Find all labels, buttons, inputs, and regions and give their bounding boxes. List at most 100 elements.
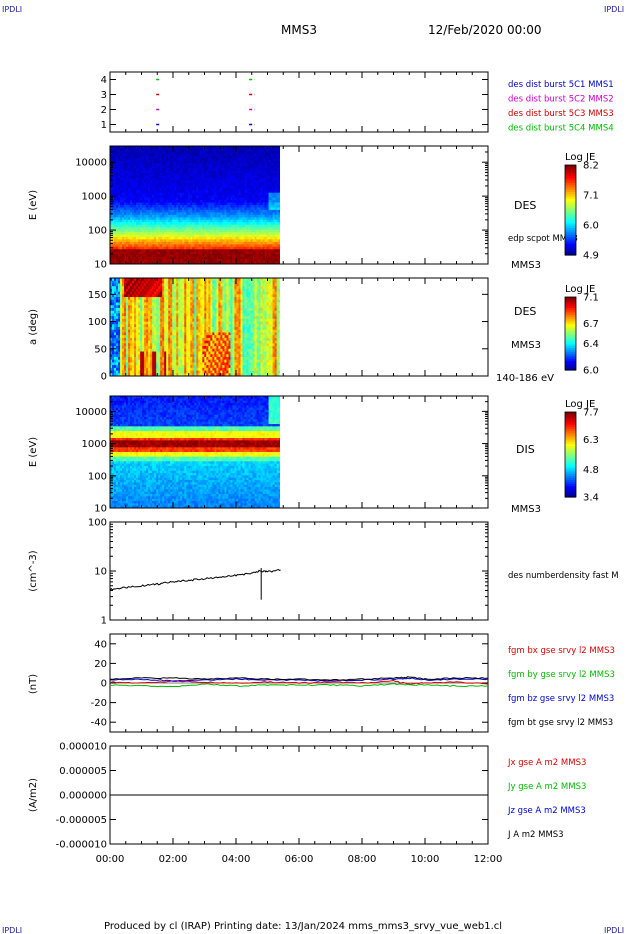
spectrogram-cell bbox=[228, 256, 231, 260]
spectrogram-cell bbox=[160, 222, 163, 226]
spectrogram-cell bbox=[224, 177, 227, 181]
spectrogram-cell bbox=[166, 175, 169, 179]
spectrogram-cell bbox=[242, 212, 245, 216]
spectrogram-cell bbox=[158, 150, 161, 154]
spectrogram-cell bbox=[178, 192, 181, 196]
spectrogram-cell bbox=[114, 288, 117, 293]
spectrogram-cell bbox=[144, 329, 147, 333]
spectrogram-cell bbox=[202, 219, 205, 223]
spectrogram-cell bbox=[202, 182, 205, 186]
spectrogram-cell bbox=[116, 182, 119, 186]
spectrogram-cell bbox=[126, 146, 129, 149]
spectrogram-cell bbox=[164, 155, 167, 159]
spectrogram-cell bbox=[268, 148, 271, 152]
spectrogram-cell bbox=[206, 160, 209, 164]
spectrogram-cell bbox=[136, 321, 139, 325]
spectrogram-cell bbox=[192, 236, 195, 240]
spectrogram-cell bbox=[122, 288, 125, 293]
spectrogram-cell bbox=[140, 246, 143, 250]
spectrogram-cell bbox=[260, 150, 263, 154]
spectrogram-cell bbox=[118, 180, 121, 184]
spectrogram-cell bbox=[156, 249, 159, 253]
spectrogram-cell bbox=[222, 153, 225, 157]
spectrogram-cell bbox=[186, 158, 189, 162]
spectrogram-cell bbox=[178, 214, 181, 218]
spectrogram-cell bbox=[268, 217, 271, 221]
spectrogram-cell bbox=[134, 214, 137, 218]
spectrogram-cell bbox=[110, 288, 113, 293]
spectrogram-cell bbox=[166, 148, 169, 152]
spectrogram-cell bbox=[274, 244, 278, 248]
spectrogram-cell bbox=[216, 150, 219, 154]
spectrogram-cell bbox=[262, 153, 265, 157]
spectrogram-cell bbox=[174, 224, 177, 228]
spectrogram-cell bbox=[158, 251, 161, 255]
spectrogram-cell bbox=[118, 327, 121, 331]
spectrogram-cell bbox=[214, 192, 217, 196]
spectrogram-cell bbox=[278, 195, 280, 199]
spectrogram-cell bbox=[118, 356, 121, 361]
spectrogram-cell bbox=[148, 168, 151, 171]
spectrogram-cell bbox=[266, 259, 269, 262]
spectrogram-cell bbox=[168, 168, 171, 171]
spectrogram-cell bbox=[114, 283, 117, 287]
spectrogram-cell bbox=[274, 155, 278, 159]
spectrogram-cell bbox=[250, 256, 253, 260]
spectrogram-cell bbox=[114, 239, 117, 243]
spectrogram-cell bbox=[178, 254, 181, 258]
spectrogram-cell bbox=[114, 335, 117, 339]
spectrogram-cell bbox=[138, 197, 141, 201]
spectrogram-cell bbox=[224, 214, 227, 218]
spectrogram-cell bbox=[276, 205, 280, 208]
spectrogram-cell bbox=[172, 160, 175, 164]
spectrogram-cell bbox=[226, 234, 229, 238]
spectrogram-cell bbox=[184, 261, 187, 264]
spectrogram-cell bbox=[206, 200, 209, 203]
spectrogram-cell bbox=[228, 236, 231, 240]
spectrogram-cell bbox=[258, 190, 261, 194]
spectrogram-cell bbox=[254, 148, 257, 152]
spectrogram-cell bbox=[266, 207, 269, 211]
spectrogram-cell bbox=[216, 202, 219, 206]
spectrogram-cell bbox=[206, 192, 209, 196]
spectrogram-cell bbox=[238, 219, 241, 223]
spectrogram-cell bbox=[258, 158, 261, 162]
spectrogram-cell bbox=[170, 217, 173, 221]
spectrogram-cell bbox=[170, 195, 173, 199]
spectrogram-cell bbox=[110, 291, 113, 295]
spectrogram-cell bbox=[114, 294, 117, 298]
spectrogram-cell bbox=[128, 307, 131, 312]
spectrogram-cell bbox=[254, 163, 257, 167]
spectrogram-cell bbox=[110, 283, 113, 287]
spectrogram-cell bbox=[132, 365, 135, 369]
spectrogram-cell bbox=[150, 234, 153, 238]
spectrogram-cell bbox=[146, 200, 149, 203]
spectrogram-cell bbox=[206, 197, 209, 201]
spectrogram-cell bbox=[272, 251, 276, 255]
spectrogram-cell bbox=[188, 227, 191, 230]
spectrogram-cell bbox=[120, 214, 123, 218]
spectrogram-cell bbox=[226, 165, 229, 169]
spectrogram-cell bbox=[194, 150, 197, 154]
spectrogram-cell bbox=[234, 249, 237, 253]
spectrogram-cell bbox=[230, 182, 233, 186]
colorbar-swatch bbox=[565, 169, 576, 173]
spectrogram-cell bbox=[260, 177, 263, 181]
spectrogram-cell bbox=[164, 259, 167, 262]
spectrogram-cell bbox=[126, 362, 129, 366]
spectrogram-cell bbox=[206, 227, 209, 230]
spectrogram-cell bbox=[246, 212, 249, 216]
spectrogram-cell bbox=[144, 177, 147, 181]
spectrogram-cell bbox=[114, 207, 117, 211]
spectrogram-cell bbox=[130, 340, 133, 344]
spectrogram-cell bbox=[244, 214, 247, 218]
spectrogram-cell bbox=[144, 283, 147, 287]
spectrogram-cell bbox=[176, 182, 179, 186]
spectrogram-cell bbox=[248, 190, 251, 194]
spectrogram-cell bbox=[190, 209, 193, 213]
spectrogram-cell bbox=[152, 249, 155, 253]
spectrogram-cell bbox=[138, 200, 141, 203]
spectrogram-cell bbox=[180, 192, 183, 196]
spectrogram-cell bbox=[154, 182, 157, 186]
spectrogram-cell bbox=[134, 155, 137, 159]
